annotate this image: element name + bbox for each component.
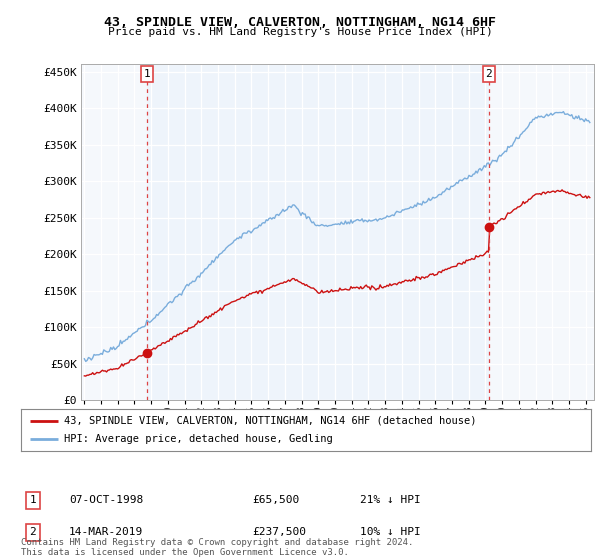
Text: 1: 1 [29, 496, 37, 505]
Text: Price paid vs. HM Land Registry's House Price Index (HPI): Price paid vs. HM Land Registry's House … [107, 27, 493, 37]
Text: 07-OCT-1998: 07-OCT-1998 [69, 496, 143, 505]
Text: £237,500: £237,500 [252, 528, 306, 537]
Text: 10% ↓ HPI: 10% ↓ HPI [360, 528, 421, 537]
Text: HPI: Average price, detached house, Gedling: HPI: Average price, detached house, Gedl… [64, 434, 332, 444]
Text: 1: 1 [144, 69, 151, 79]
Text: 43, SPINDLE VIEW, CALVERTON, NOTTINGHAM, NG14 6HF (detached house): 43, SPINDLE VIEW, CALVERTON, NOTTINGHAM,… [64, 416, 476, 426]
Text: 2: 2 [485, 69, 492, 79]
Bar [489, 64, 594, 400]
Text: 2: 2 [29, 528, 37, 537]
Text: Contains HM Land Registry data © Crown copyright and database right 2024.
This d: Contains HM Land Registry data © Crown c… [21, 538, 413, 557]
Text: 43, SPINDLE VIEW, CALVERTON, NOTTINGHAM, NG14 6HF: 43, SPINDLE VIEW, CALVERTON, NOTTINGHAM,… [104, 16, 496, 29]
Bar [81, 64, 148, 400]
Text: 14-MAR-2019: 14-MAR-2019 [69, 528, 143, 537]
Text: £65,500: £65,500 [252, 496, 299, 505]
Text: 21% ↓ HPI: 21% ↓ HPI [360, 496, 421, 505]
